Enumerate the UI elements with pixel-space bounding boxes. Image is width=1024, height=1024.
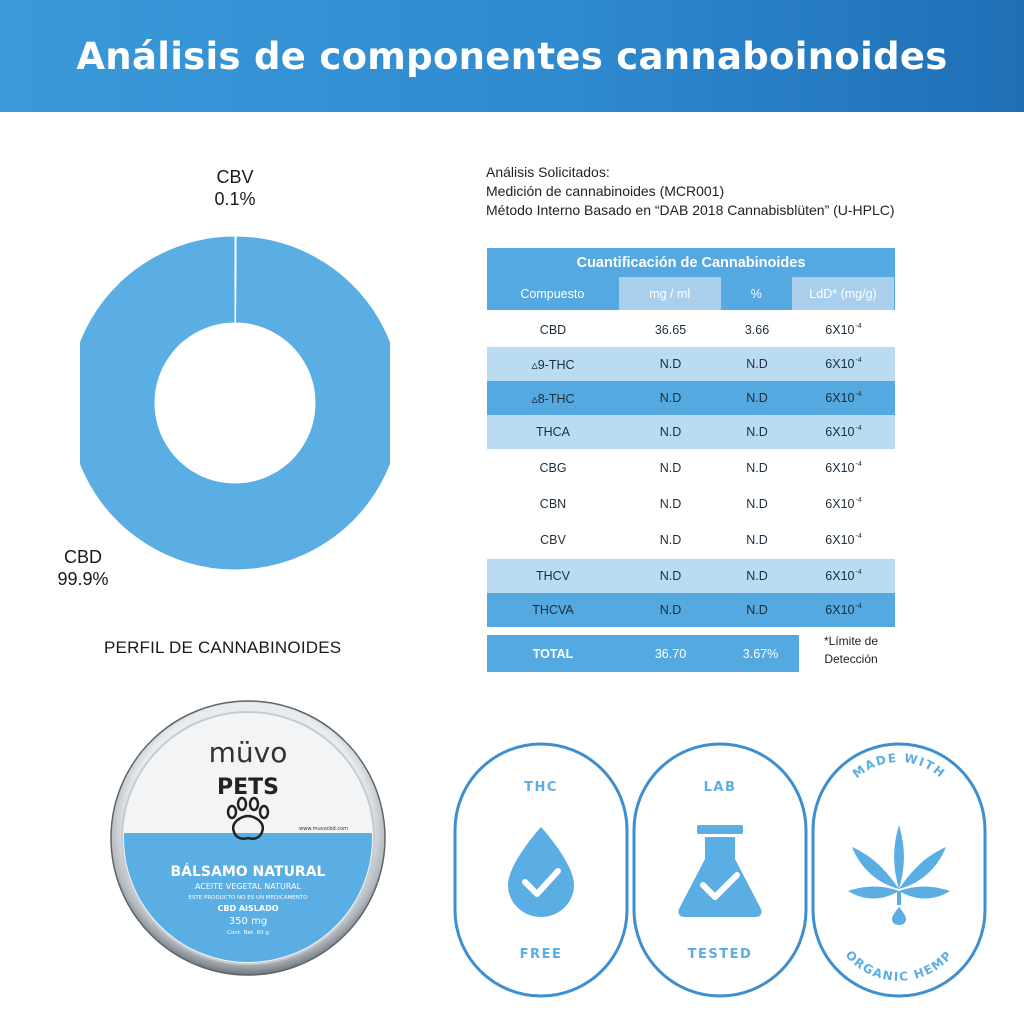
badge-lab-tested: LAB TESTED: [632, 742, 808, 998]
flask-check-icon: [678, 825, 762, 917]
header-banner: Análisis de componentes cannaboinoides: [0, 0, 1024, 112]
cell-mgml: N.D: [659, 391, 682, 405]
cell-name: CBG: [539, 461, 567, 475]
analysis-line-1: Análisis Solicitados:: [486, 164, 610, 180]
cannabinoid-table: Cuantificación de Cannabinoides Compuest…: [487, 248, 895, 627]
table-row: CBD 36.65 3.66 6X10 -4: [487, 313, 895, 347]
badge-lab-top: LAB: [704, 780, 737, 795]
cell-ldd: 6X10 -4: [825, 356, 862, 372]
cell-mgml: N.D: [659, 425, 682, 439]
cell-mgml: N.D: [659, 533, 682, 547]
tin-disclaimer: ESTE PRODUCTO NO ES UN MEDICAMENTO: [188, 895, 308, 901]
total-label: TOTAL: [532, 646, 574, 661]
tin-product-name: BÁLSAMO NATURAL: [171, 863, 326, 880]
tin-variant: CBD AISLADO: [217, 904, 278, 913]
table-header: Compuesto mg / ml % LdD* (mg/g): [487, 277, 895, 310]
donut-slice-cbd: [80, 235, 390, 571]
badge-thc-free: THC FREE: [453, 742, 629, 998]
cell-mgml: N.D: [659, 569, 682, 583]
total-pct: 3.67%: [742, 646, 779, 661]
cell-mgml: N.D: [659, 497, 682, 511]
cell-ldd: 6X10 -4: [825, 568, 862, 584]
footnote-line-1: *Límite de: [823, 634, 879, 648]
cell-ldd: 6X10 -4: [825, 390, 862, 406]
cell-pct: N.D: [746, 425, 768, 439]
table-row: CBG N.D N.D 6X10 -4: [487, 449, 895, 487]
cell-mgml: N.D: [659, 461, 682, 475]
cell-pct: N.D: [746, 461, 768, 475]
header-ldd: LdD* (mg/g): [792, 277, 894, 310]
cell-name: THCV: [535, 569, 571, 583]
table-row: ▵9-THC N.D N.D 6X10 -4: [487, 347, 895, 381]
cell-name: CBN: [539, 497, 567, 511]
cell-pct: N.D: [746, 391, 768, 405]
tin-dose: 350 mg: [229, 916, 267, 927]
badge-thc-top: THC: [524, 780, 558, 795]
cell-name: ▵8-THC: [531, 391, 575, 406]
hemp-leaf-icon: [848, 825, 950, 925]
cell-mgml: N.D: [659, 357, 682, 371]
table-row: THCA N.D N.D 6X10 -4: [487, 415, 895, 449]
drop-check-icon: [508, 827, 574, 917]
badge-thc-bottom: FREE: [520, 947, 563, 962]
tin-line: PETS: [217, 775, 279, 800]
label-cbv-value: 0.1%: [214, 189, 256, 209]
table-row: THCVA N.D N.D 6X10 -4: [487, 593, 895, 627]
cell-pct: N.D: [746, 497, 768, 511]
analysis-info: Análisis Solicitados: Medición de cannab…: [486, 163, 895, 220]
table-row: ▵8-THC N.D N.D 6X10 -4: [487, 381, 895, 415]
label-cbd: CBD 99.9%: [46, 546, 120, 590]
table-row: THCV N.D N.D 6X10 -4: [487, 559, 895, 593]
cell-pct: N.D: [746, 603, 768, 617]
analysis-line-3: Método Interno Basado en “DAB 2018 Canna…: [486, 202, 895, 218]
badge-lab-bottom: TESTED: [688, 947, 753, 962]
cell-name: THCA: [535, 425, 571, 439]
tin-brand: müvo: [209, 736, 288, 769]
label-cbd-name: CBD: [63, 547, 102, 567]
cell-ldd: 6X10 -4: [825, 322, 862, 338]
table-row: CBN N.D N.D 6X10 -4: [487, 487, 895, 521]
label-cbd-value: 99.9%: [57, 569, 109, 589]
table-title: Cuantificación de Cannabinoides: [487, 248, 895, 277]
badge-organic-hemp: MADE WITH ORGANIC HEMP: [811, 742, 987, 998]
cell-ldd: 6X10 -4: [825, 424, 862, 440]
product-tin-image: müvo PETS www.muvocbd.com BÁLSAMO NATURA…: [110, 700, 386, 976]
cell-ldd: 6X10 -4: [825, 602, 862, 618]
cell-pct: 3.66: [744, 323, 770, 337]
page-title: Análisis de componentes cannaboinoides: [76, 34, 948, 78]
header-pct: %: [750, 286, 762, 301]
cell-name: THCVA: [532, 603, 574, 617]
cell-pct: N.D: [746, 357, 768, 371]
cannabinoid-donut-chart: [80, 235, 390, 571]
total-mgml: 36.70: [654, 646, 687, 661]
donut-slice-cbv: [234, 235, 237, 324]
cell-pct: N.D: [746, 569, 768, 583]
cell-mgml: N.D: [659, 603, 682, 617]
analysis-line-2: Medición de cannabinoides (MCR001): [486, 183, 725, 199]
label-cbv-name: CBV: [216, 167, 254, 187]
table-total-row: TOTAL 36.70 3.67%: [487, 635, 799, 672]
table-row: CBV N.D N.D 6X10 -4: [487, 521, 895, 559]
cell-pct: N.D: [746, 533, 768, 547]
tin-net-content: Cont. Net. 60 g: [227, 930, 269, 936]
tin-website: www.muvocbd.com: [299, 826, 348, 832]
cell-name: ▵9-THC: [531, 357, 575, 372]
header-compuesto: Compuesto: [520, 286, 585, 301]
cell-name: CBV: [540, 533, 566, 547]
paw-icon: [226, 796, 270, 840]
ldd-footnote: *Límite de Detección: [806, 632, 896, 668]
label-cbv: CBV 0.1%: [200, 166, 270, 210]
cell-ldd: 6X10 -4: [825, 496, 862, 512]
header-mgml: mg / ml: [618, 277, 721, 310]
cell-mgml: 36.65: [654, 323, 687, 337]
cell-ldd: 6X10 -4: [825, 460, 862, 476]
footnote-line-2: Detección: [824, 652, 878, 666]
cell-ldd: 6X10 -4: [825, 532, 862, 548]
tin-subtitle: ACEITE VEGETAL NATURAL: [195, 882, 302, 891]
chart-caption: PERFIL DE CANNABINOIDES: [104, 638, 342, 657]
cell-name: CBD: [539, 323, 567, 337]
